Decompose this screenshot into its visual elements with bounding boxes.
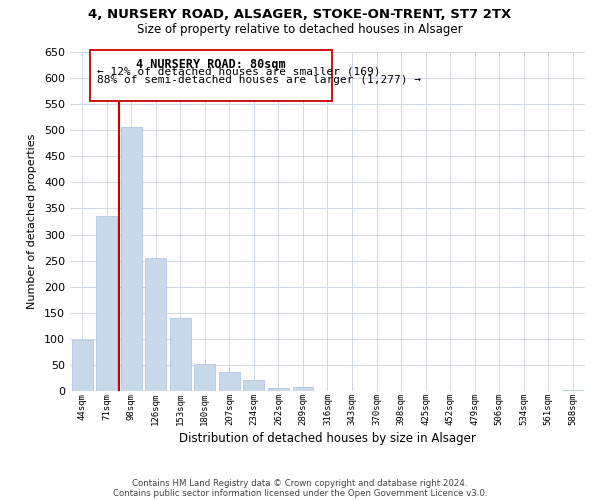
Bar bbox=[121, 128, 142, 392]
Bar bbox=[562, 390, 583, 392]
Text: 4, NURSERY ROAD, ALSAGER, STOKE-ON-TRENT, ST7 2TX: 4, NURSERY ROAD, ALSAGER, STOKE-ON-TRENT… bbox=[88, 8, 512, 20]
Bar bbox=[219, 372, 240, 392]
Text: Size of property relative to detached houses in Alsager: Size of property relative to detached ho… bbox=[137, 22, 463, 36]
Bar bbox=[170, 318, 191, 392]
Bar bbox=[96, 216, 117, 392]
Text: ← 12% of detached houses are smaller (169): ← 12% of detached houses are smaller (16… bbox=[97, 66, 380, 76]
Bar bbox=[268, 388, 289, 392]
Text: Contains public sector information licensed under the Open Government Licence v3: Contains public sector information licen… bbox=[113, 488, 487, 498]
Text: 88% of semi-detached houses are larger (1,277) →: 88% of semi-detached houses are larger (… bbox=[97, 74, 421, 85]
Y-axis label: Number of detached properties: Number of detached properties bbox=[27, 134, 37, 309]
Text: 4 NURSERY ROAD: 80sqm: 4 NURSERY ROAD: 80sqm bbox=[136, 58, 286, 71]
Bar bbox=[72, 340, 92, 392]
Bar bbox=[244, 380, 265, 392]
FancyBboxPatch shape bbox=[89, 50, 332, 101]
Bar bbox=[194, 364, 215, 392]
Bar bbox=[145, 258, 166, 392]
Text: Contains HM Land Registry data © Crown copyright and database right 2024.: Contains HM Land Registry data © Crown c… bbox=[132, 478, 468, 488]
Bar bbox=[293, 387, 313, 392]
X-axis label: Distribution of detached houses by size in Alsager: Distribution of detached houses by size … bbox=[179, 432, 476, 445]
